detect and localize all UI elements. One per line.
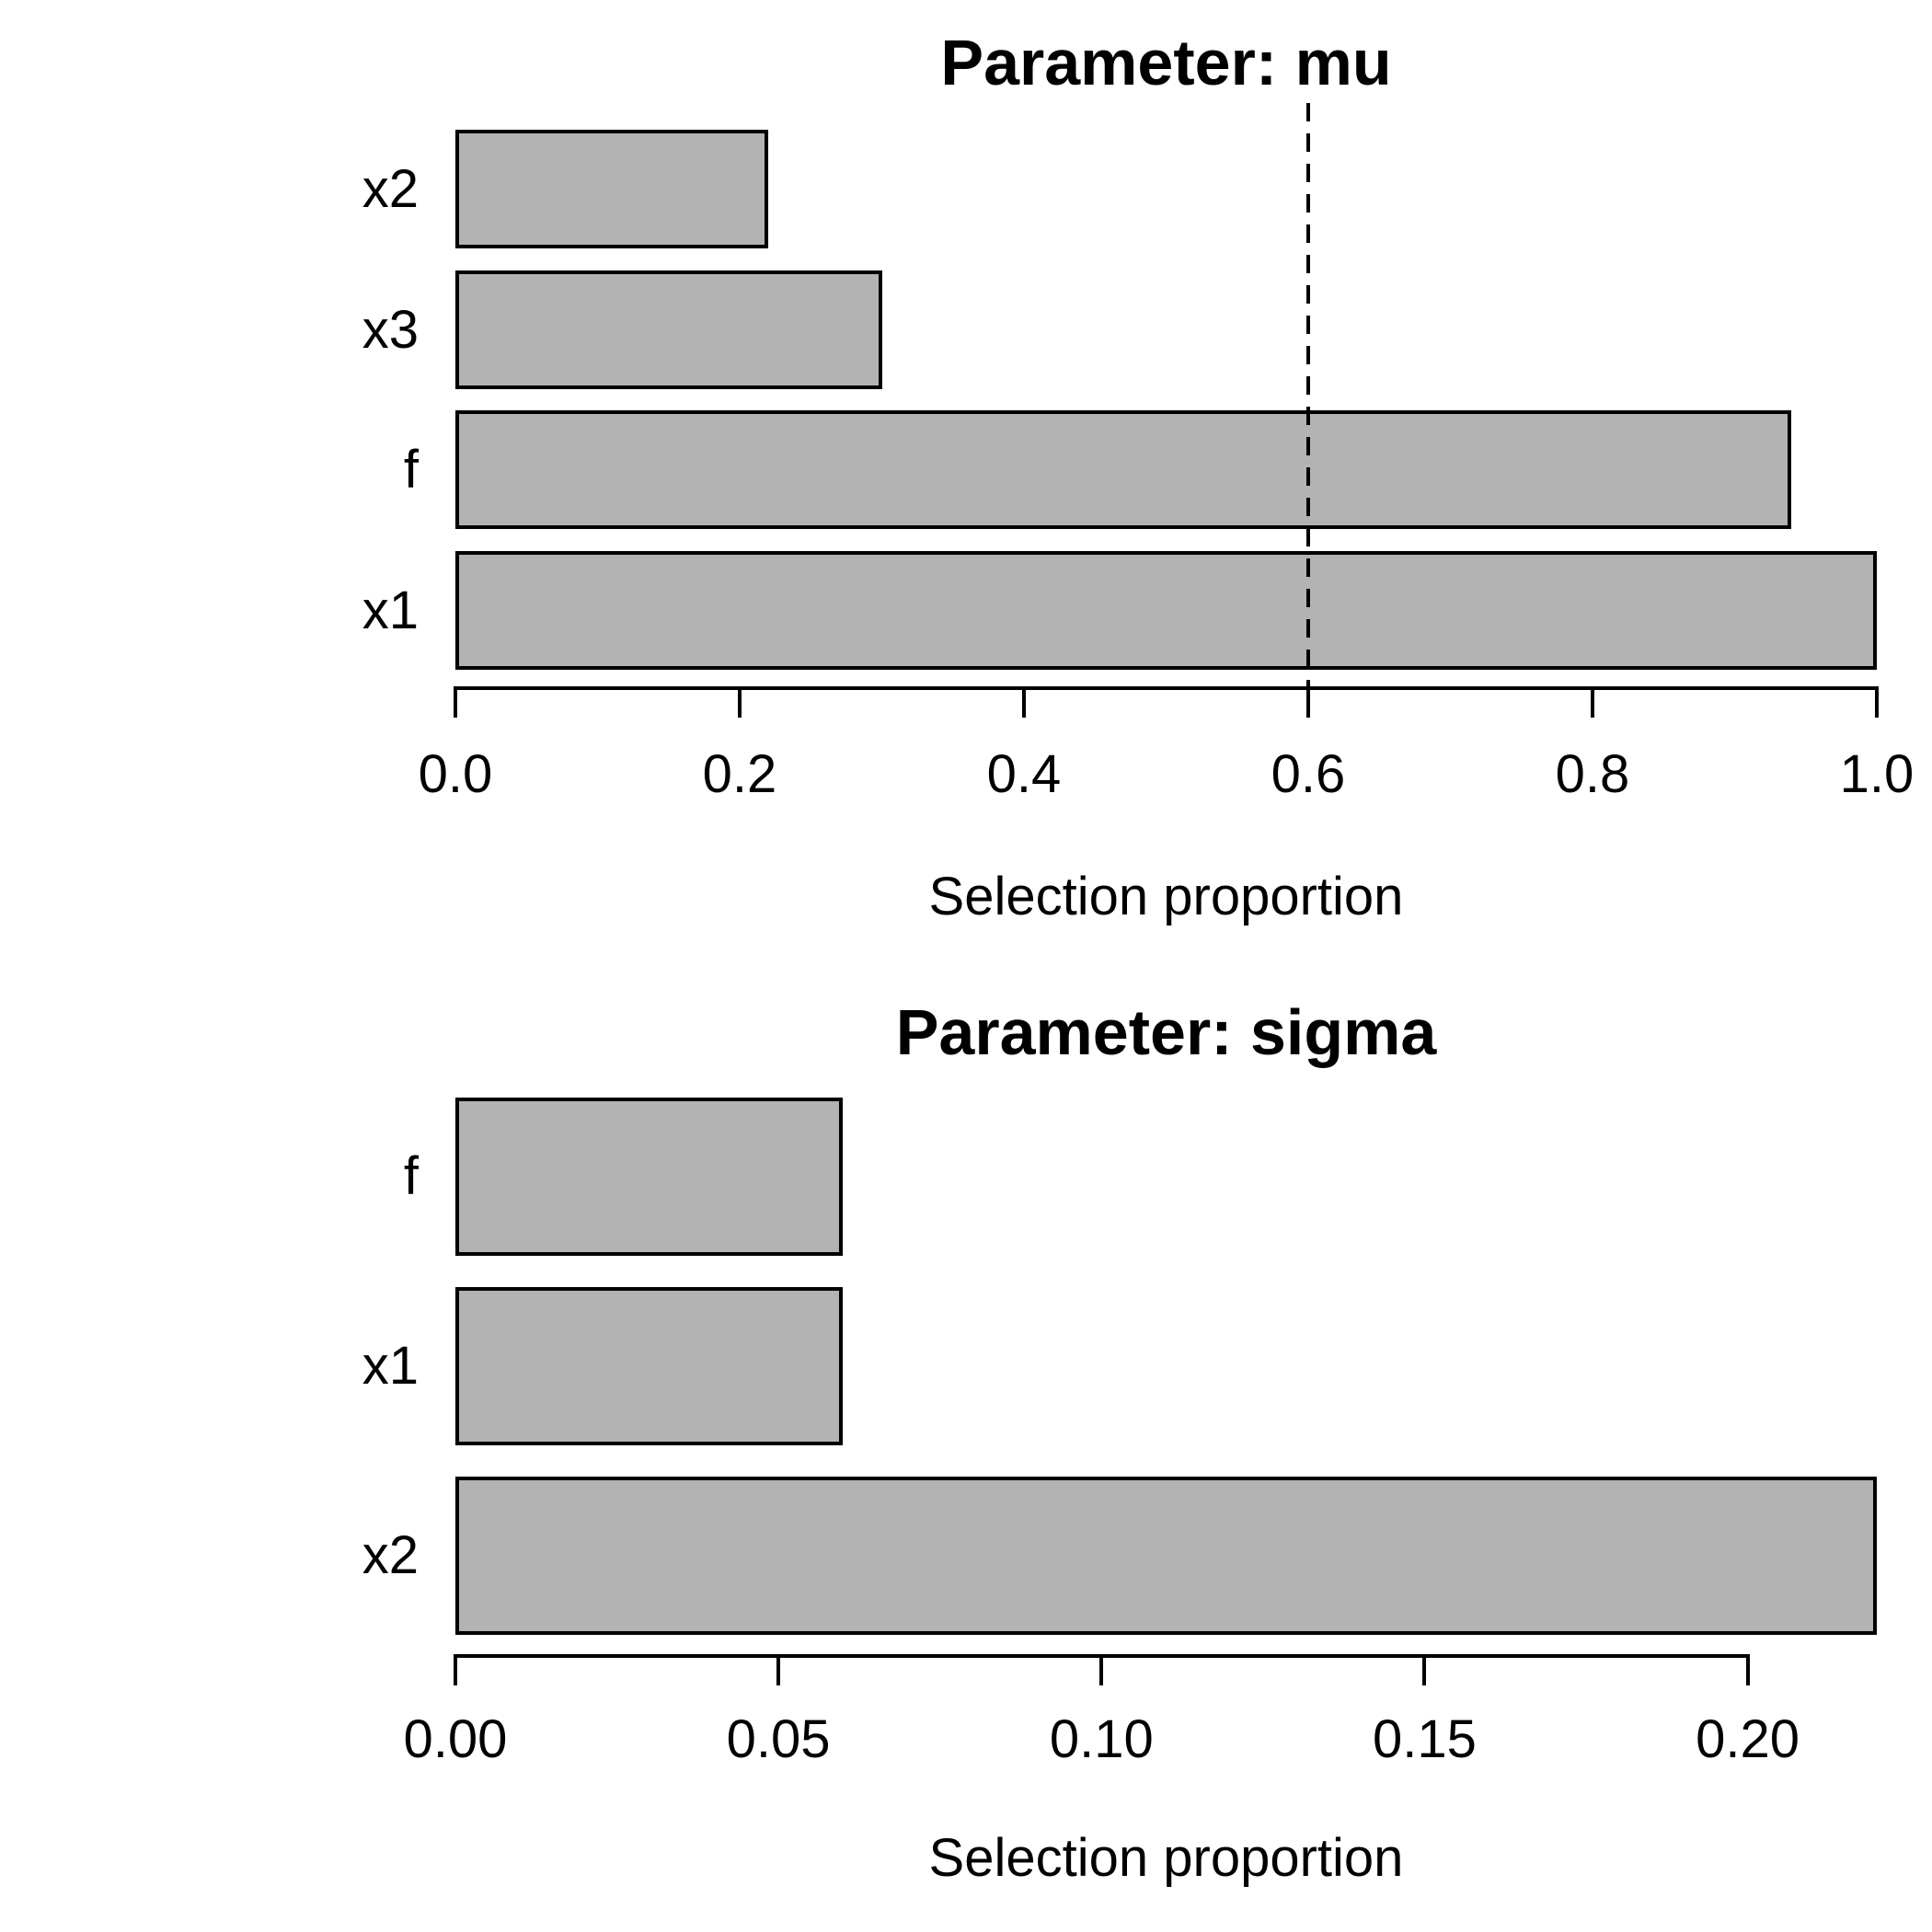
category-label-x1: x1 [362, 1336, 419, 1396]
bar-x3 [455, 270, 882, 389]
x-axis-tick [454, 1656, 457, 1685]
category-label-x2: x2 [362, 158, 419, 219]
category-label-f: f [403, 439, 419, 500]
x-axis-label: Selection proportion [928, 1828, 1404, 1888]
x-axis-tick [1745, 1656, 1750, 1685]
x-axis-tick [1306, 688, 1310, 718]
x-axis-tick [454, 688, 457, 718]
x-axis-tick [1022, 688, 1026, 718]
category-label-x2: x2 [362, 1525, 419, 1585]
x-axis-tick [1422, 1656, 1427, 1685]
chart-title: Parameter: sigma [895, 996, 1437, 1068]
bar-x1 [455, 551, 1877, 670]
bar-x1 [455, 1287, 844, 1445]
x-tick-label: 0.8 [1555, 744, 1630, 804]
x-axis-line [454, 686, 1879, 690]
category-label-x1: x1 [362, 580, 419, 640]
x-tick-label: 0.10 [1049, 1709, 1154, 1769]
x-tick-label: 0.4 [986, 744, 1062, 804]
x-axis-tick [776, 1656, 781, 1685]
threshold-reference-line [1306, 103, 1310, 686]
x-tick-label: 0.05 [726, 1709, 831, 1769]
category-label-f: f [403, 1146, 419, 1206]
x-axis-tick [1875, 688, 1879, 718]
x-axis-label: Selection proportion [928, 867, 1404, 926]
bar-f [455, 1098, 844, 1256]
x-axis-tick [1591, 688, 1594, 718]
x-tick-label: 0.15 [1372, 1709, 1477, 1769]
x-axis-tick [1099, 1656, 1104, 1685]
chart-title: Parameter: mu [940, 27, 1392, 98]
bar-x2 [455, 130, 768, 248]
x-tick-label: 0.2 [702, 744, 777, 804]
x-tick-label: 0.0 [418, 744, 493, 804]
x-tick-label: 0.20 [1696, 1709, 1800, 1769]
x-tick-label: 0.6 [1271, 744, 1346, 804]
x-tick-label: 0.00 [403, 1709, 508, 1769]
x-axis-tick [738, 688, 742, 718]
x-tick-label: 1.0 [1839, 744, 1915, 804]
bar-f [455, 410, 1792, 529]
category-label-x3: x3 [362, 299, 419, 360]
bar-x2 [455, 1477, 1877, 1635]
